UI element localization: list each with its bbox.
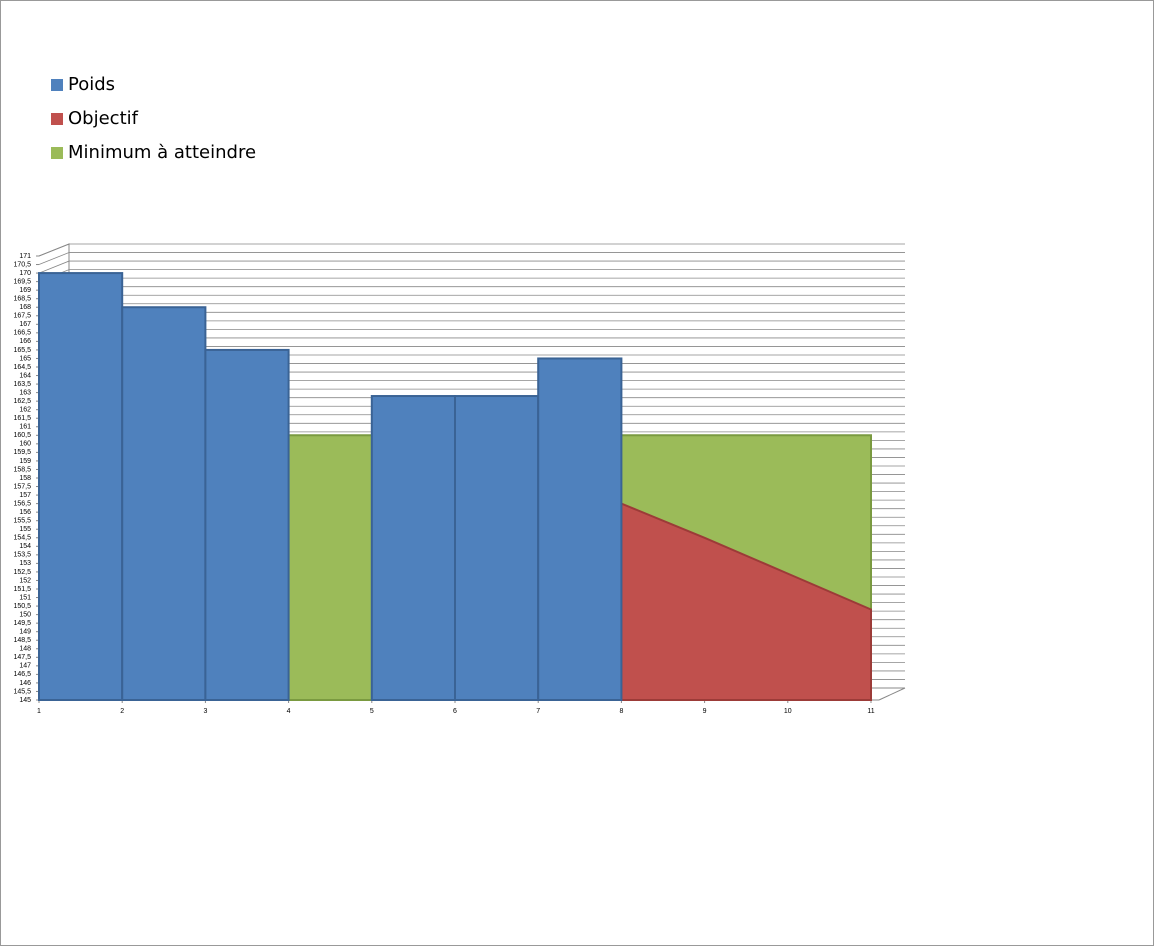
y-tick-label: 169,5 [13, 278, 31, 285]
y-tick-label: 166 [19, 338, 31, 345]
y-tick-label: 152,5 [13, 569, 31, 576]
legend-label: Objectif [68, 108, 139, 129]
y-tick-label: 162 [19, 407, 31, 414]
x-tick-label: 1 [37, 708, 41, 715]
x-tick-label: 11 [867, 708, 874, 715]
y-tick-label: 151,5 [13, 586, 31, 593]
area-step [370, 395, 456, 701]
y-tick-label: 145,5 [13, 688, 31, 695]
y-tick-label: 170,5 [13, 261, 31, 268]
y-tick-label: 156 [19, 509, 31, 516]
grid-line [38, 260, 905, 274]
y-tick-label: 157,5 [13, 483, 31, 490]
y-tick-label: 162,5 [13, 398, 31, 405]
y-tick-label: 168 [19, 304, 31, 311]
grid-line [38, 243, 905, 257]
y-tick-label: 160,5 [13, 432, 31, 439]
legend-label: Poids [68, 74, 115, 95]
area-step [454, 395, 540, 701]
y-tick-label: 158,5 [13, 466, 31, 473]
y-tick-label: 151 [19, 594, 31, 601]
floor-side [878, 687, 906, 701]
y-tick-label: 164,5 [13, 364, 31, 371]
y-tick-label: 161,5 [13, 415, 31, 422]
y-tick-label: 146 [19, 680, 31, 687]
x-tick-label: 7 [536, 708, 540, 715]
y-tick-label: 149 [19, 629, 31, 636]
y-tick-label: 149,5 [13, 620, 31, 627]
y-tick-label: 163,5 [13, 381, 31, 388]
y-tick-label: 165 [19, 355, 31, 362]
y-tick-label: 147 [19, 663, 31, 670]
y-tick-label: 171 [19, 253, 31, 260]
y-tick-label: 166,5 [13, 330, 31, 337]
x-tick-label: 8 [619, 708, 623, 715]
legend-swatch [51, 113, 63, 125]
y-tick-label: 153 [19, 560, 31, 567]
y-tick-label: 164 [19, 372, 31, 379]
y-tick-label: 156,5 [13, 500, 31, 507]
y-tick-label: 147,5 [13, 654, 31, 661]
legend-swatch [51, 79, 63, 91]
y-tick-label: 167,5 [13, 313, 31, 320]
y-tick-label: 148,5 [13, 637, 31, 644]
y-tick-label: 155,5 [13, 518, 31, 525]
legend-label: Minimum à atteindre [68, 142, 256, 163]
y-tick-label: 160 [19, 441, 31, 448]
x-tick-label: 4 [287, 708, 291, 715]
y-tick-label: 170 [19, 270, 31, 277]
y-tick-label: 153,5 [13, 552, 31, 559]
x-tick-label: 10 [784, 708, 792, 715]
area-step [121, 306, 207, 701]
y-tick-label: 158 [19, 475, 31, 482]
y-tick-label: 155 [19, 526, 31, 533]
area-step [204, 348, 290, 701]
y-tick-label: 167 [19, 321, 31, 328]
x-tick-label: 3 [203, 708, 207, 715]
y-tick-label: 159 [19, 458, 31, 465]
x-tick-label: 9 [703, 708, 707, 715]
x-tick-label: 5 [370, 708, 374, 715]
y-tick-label: 146,5 [13, 671, 31, 678]
x-tick-label: 2 [120, 708, 124, 715]
y-tick-label: 150 [19, 611, 31, 618]
y-tick-label: 159,5 [13, 449, 31, 456]
y-tick-label: 150,5 [13, 603, 31, 610]
area-step [38, 272, 124, 701]
x-tick-label: 6 [453, 708, 457, 715]
y-tick-label: 169 [19, 287, 31, 294]
y-tick-label: 168,5 [13, 296, 31, 303]
y-tick-label: 165,5 [13, 347, 31, 354]
legend-swatch [51, 147, 63, 159]
y-tick-label: 161 [19, 424, 31, 431]
area-step [537, 357, 623, 701]
y-tick-label: 154 [19, 543, 31, 550]
y-tick-label: 154,5 [13, 535, 31, 542]
grid-line [38, 252, 905, 265]
y-tick-label: 148 [19, 646, 31, 653]
y-tick-label: 152 [19, 577, 31, 584]
y-tick-label: 145 [19, 697, 31, 704]
y-tick-label: 157 [19, 492, 31, 499]
y-tick-label: 163 [19, 389, 31, 396]
